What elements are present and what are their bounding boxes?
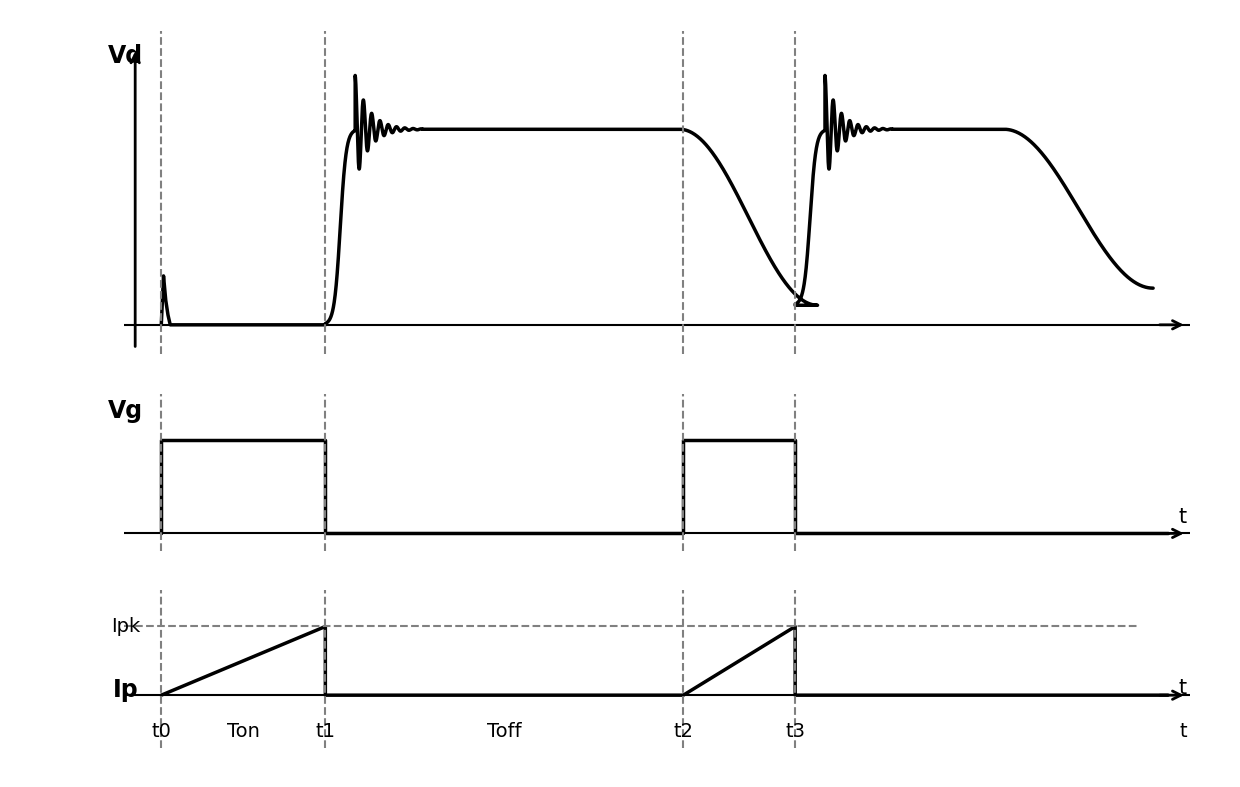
Text: Toff: Toff: [487, 722, 522, 741]
Text: t3: t3: [785, 722, 805, 741]
Text: Ton: Ton: [227, 722, 259, 741]
Text: t1: t1: [315, 722, 335, 741]
Text: t: t: [1179, 507, 1187, 527]
Text: Ipk: Ipk: [110, 617, 140, 636]
Text: Vg: Vg: [108, 399, 143, 423]
Text: t: t: [1179, 678, 1187, 697]
Text: Vd: Vd: [108, 44, 143, 68]
Text: Ip: Ip: [113, 678, 139, 703]
Text: t0: t0: [151, 722, 171, 741]
Text: t: t: [1179, 722, 1187, 741]
Text: t2: t2: [673, 722, 693, 741]
